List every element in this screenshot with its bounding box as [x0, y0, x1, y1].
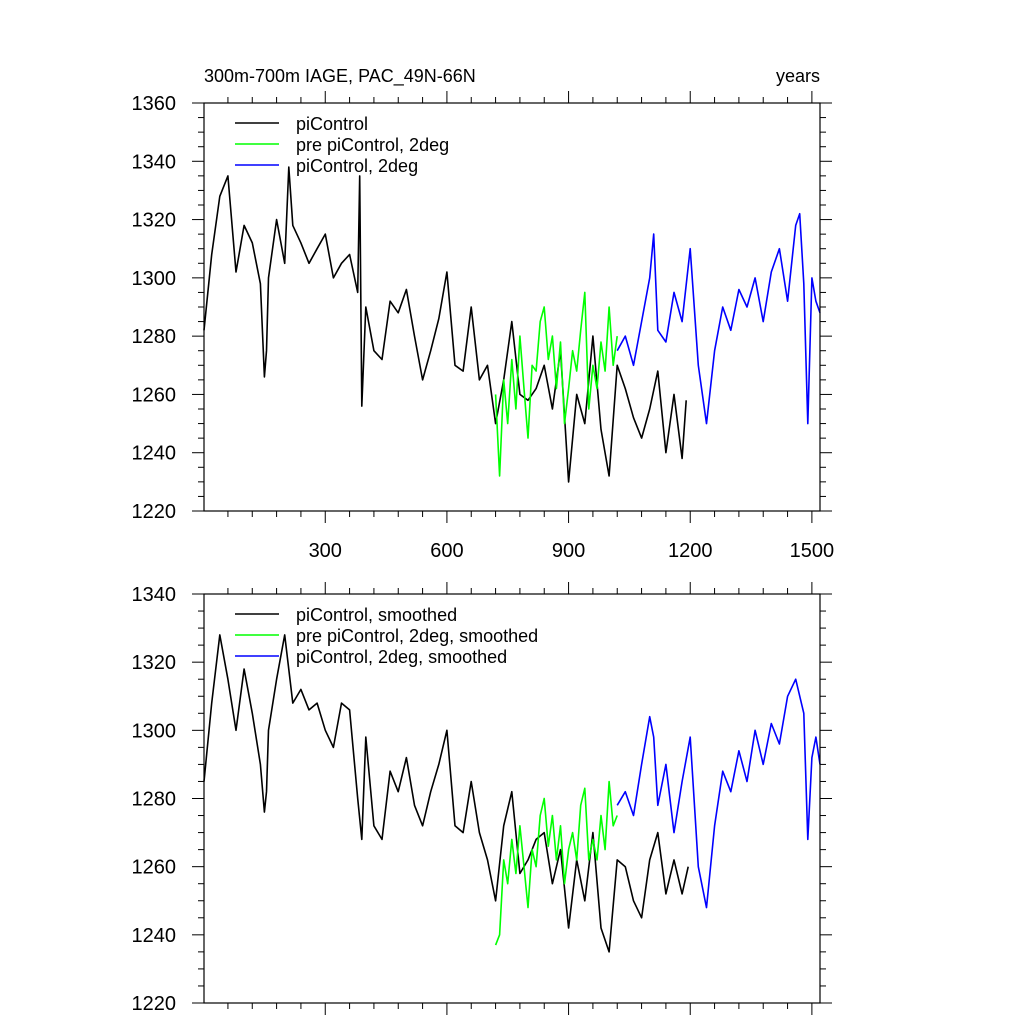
- y-tick-label: 1300: [132, 720, 177, 742]
- y-tick-label: 1300: [132, 268, 177, 290]
- y-tick-label: 1240: [132, 925, 177, 947]
- series-line-1: [494, 780, 618, 946]
- x-tick-label: 900: [552, 540, 585, 562]
- plot-frame: [203, 593, 821, 1004]
- legend-label: piControl, 2deg, smoothed: [296, 647, 507, 667]
- chart-title: 300m-700m IAGE, PAC_49N-66N: [204, 66, 476, 87]
- y-tick-label: 1320: [132, 652, 177, 674]
- y-tick-label: 1220: [132, 501, 177, 523]
- y-tick-label: 1340: [132, 584, 177, 606]
- y-tick-label: 1240: [132, 443, 177, 465]
- legend-label: pre piControl, 2deg, smoothed: [296, 626, 538, 646]
- plot-frame: [203, 102, 821, 512]
- legend-label: pre piControl, 2deg: [296, 135, 449, 155]
- y-tick-label: 1220: [132, 993, 177, 1015]
- y-tick-label: 1340: [132, 151, 177, 173]
- series-line-0: [203, 634, 689, 953]
- series-line-0: [203, 166, 687, 483]
- x-tick-label: 600: [430, 540, 463, 562]
- legend-label: piControl, 2deg: [296, 156, 418, 176]
- y-tick-label: 1360: [132, 93, 177, 115]
- series-line-2: [616, 678, 821, 909]
- top-panel: 300m-700m IAGE, PAC_49N-66N years 1220 12…: [132, 66, 835, 562]
- y-tick-label: 1260: [132, 857, 177, 879]
- y-tick-label: 1260: [132, 384, 177, 406]
- x-tick-label: 300: [309, 540, 342, 562]
- y-tick-label: 1280: [132, 789, 177, 811]
- bottom-panel: 1220 1240 1260 1280 1300 1320 1340 piControl, …: [132, 582, 832, 1015]
- y-tick-label: 1280: [132, 326, 177, 348]
- legend-label: piControl, smoothed: [296, 605, 457, 625]
- x-tick-label: 1200: [668, 540, 713, 562]
- legend-label: piControl: [296, 114, 368, 134]
- series-line-1: [494, 291, 618, 477]
- y-tick-label: 1320: [132, 210, 177, 232]
- units-label: years: [776, 66, 820, 86]
- x-tick-label: 1500: [790, 540, 835, 562]
- series-line-2: [616, 212, 821, 425]
